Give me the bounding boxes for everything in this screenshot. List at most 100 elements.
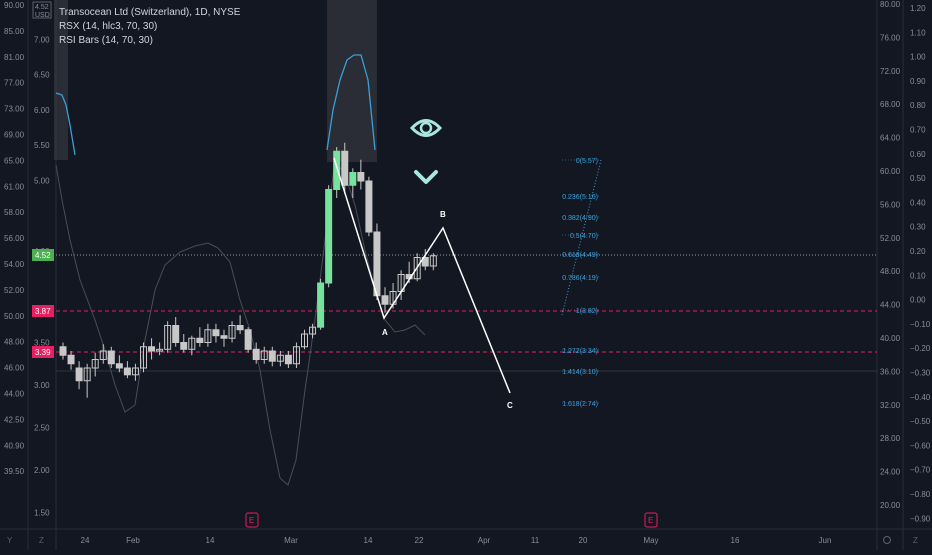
price-label-bg — [32, 305, 54, 317]
price-label: 4.52 — [35, 251, 51, 260]
earnings-marker: E — [249, 516, 254, 525]
candle-body — [115, 363, 123, 369]
candle-body — [309, 326, 317, 335]
candle-body — [325, 189, 333, 284]
chart-legend: Transocean Ltd (Switzerland), 1D, NYSE R… — [59, 6, 240, 48]
fib-level-label: 0.786(4.19) — [562, 275, 598, 282]
left-price-tick: 6.00 — [34, 106, 50, 115]
x-axis-tick: May — [643, 536, 658, 545]
eye-icon-pupil — [419, 121, 433, 135]
candle-body — [317, 282, 325, 328]
right-osc-tick: 1.20 — [910, 4, 926, 13]
candle-body — [236, 325, 244, 331]
x-axis-tick: Jun — [819, 536, 832, 545]
currency-price-label: 4.52 — [35, 4, 49, 11]
symbol-title[interactable]: Transocean Ltd (Switzerland), 1D, NYSE — [59, 7, 241, 18]
left-rsi-tick: 44.00 — [4, 390, 25, 399]
left-rsi-tick: 81.00 — [4, 53, 25, 62]
eye-icon — [409, 119, 443, 137]
price-label: 3.87 — [35, 307, 51, 316]
abc-wave-line — [333, 157, 511, 394]
candle-body — [333, 150, 341, 190]
candle-body — [148, 346, 156, 352]
candle-body — [188, 337, 196, 350]
candle-body — [91, 359, 99, 369]
right-rsi-tick: 40.00 — [880, 334, 901, 343]
candle-body — [83, 367, 91, 382]
candle-body — [228, 325, 236, 339]
left-rsi-tick: 48.00 — [4, 338, 25, 347]
left-rsi-tick: 77.00 — [4, 79, 25, 88]
candle-body — [365, 180, 373, 233]
fib-level-label: 0.5(4.70) — [570, 233, 598, 240]
fib-level-label: 1.272(3.34) — [562, 348, 598, 355]
x-axis-tick: 11 — [531, 536, 540, 545]
left-price-tick: 2.00 — [34, 466, 50, 475]
left-price-tick: 3.00 — [34, 381, 50, 390]
left-rsi-tick: 58.00 — [4, 208, 25, 217]
earnings-marker-box — [644, 512, 658, 528]
candle-body — [373, 231, 381, 297]
rsx-line-mid — [326, 54, 376, 151]
settings-gear-icon — [883, 536, 891, 544]
left-rsi-tick: 69.00 — [4, 131, 25, 140]
candle-body — [268, 350, 276, 362]
candle-body — [381, 295, 389, 305]
x-axis-tick: 16 — [731, 536, 740, 545]
left-price-tick: 6.50 — [34, 71, 50, 80]
right-osc-tick: 0.50 — [910, 174, 926, 183]
candle-body — [180, 342, 188, 350]
left-rsi-tick: 54.00 — [4, 260, 25, 269]
earnings-marker-box — [245, 512, 259, 528]
candle-body — [212, 329, 220, 337]
right-osc-tick: −0.70 — [910, 466, 931, 475]
left-price-tick: 5.50 — [34, 141, 50, 150]
x-axis-tick: Mar — [284, 536, 298, 545]
left-rsi-tick: 65.00 — [4, 156, 25, 165]
chevron-down-icon — [414, 170, 438, 184]
right-osc-tick: −0.30 — [910, 369, 931, 378]
right-osc-tick: 0.90 — [910, 77, 926, 86]
currency-box — [32, 1, 52, 19]
right-rsi-tick: 64.00 — [880, 134, 901, 143]
indicator-rsx-label[interactable]: RSX (14, hlc3, 70, 30) — [59, 21, 158, 32]
candle-body — [131, 367, 139, 376]
left-rsi-tick: 42.50 — [4, 415, 25, 424]
left-rsi-tick: 39.50 — [4, 467, 25, 476]
right-osc-tick: −0.60 — [910, 441, 931, 450]
overbought-zone-mid — [327, 0, 377, 162]
z-axis-corner: Z — [39, 536, 44, 545]
candle-body — [204, 329, 212, 343]
left-price-tick: 5.00 — [34, 176, 50, 185]
price-label-bg — [32, 249, 54, 261]
overbought-zone-left — [54, 0, 68, 160]
candle-body — [107, 350, 115, 365]
left-rsi-tick: 46.00 — [4, 364, 25, 373]
left-price-tick: 7.00 — [34, 35, 50, 44]
right-osc-tick: −0.50 — [910, 417, 931, 426]
indicator-rsi-bars-label[interactable]: RSI Bars (14, 70, 30) — [59, 35, 153, 46]
candle-body — [220, 335, 228, 339]
right-osc-tick: 0.40 — [910, 198, 926, 207]
right-rsi-tick: 48.00 — [880, 267, 901, 276]
fib-level-label: 1.618(2.74) — [562, 401, 598, 408]
left-rsi-tick: 56.00 — [4, 234, 25, 243]
candle-body — [59, 346, 67, 356]
right-osc-tick: 0.60 — [910, 150, 926, 159]
candle-body — [140, 346, 147, 369]
right-rsi-tick: 36.00 — [880, 367, 901, 376]
right-rsi-tick: 24.00 — [880, 468, 901, 477]
right-rsi-tick: 60.00 — [880, 167, 901, 176]
right-osc-tick: −0.90 — [910, 514, 931, 523]
price-label: 3.39 — [35, 348, 51, 357]
candle-body — [276, 354, 284, 362]
fib-level-label: 0.382(4.90) — [562, 215, 598, 222]
right-rsi-tick: 44.00 — [880, 301, 901, 310]
candle-body — [284, 354, 292, 365]
fib-level-label: 1(3.82) — [576, 308, 598, 315]
left-price-tick: 1.50 — [34, 509, 50, 518]
candle-body — [357, 172, 365, 182]
z-axis-corner-right: Z — [913, 536, 918, 545]
